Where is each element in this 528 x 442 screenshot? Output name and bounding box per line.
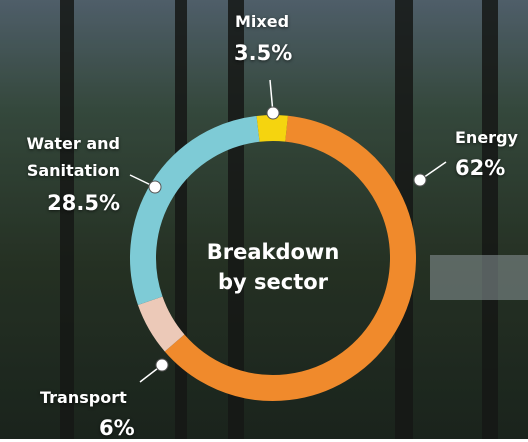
- category-label: Water and Sanitation: [26, 134, 120, 180]
- center-title: Breakdown by sector: [206, 240, 340, 294]
- palm-trunks: [60, 0, 498, 439]
- value-label: 3.5%: [234, 41, 293, 65]
- value-label: 28.5%: [47, 191, 120, 215]
- leader-dot: [413, 173, 427, 187]
- category-label: Mixed: [235, 12, 290, 31]
- leader-dot: [266, 106, 280, 120]
- donut-segment: [256, 115, 288, 142]
- category-label: Energy: [455, 128, 518, 147]
- category-label: Transport: [40, 388, 127, 407]
- donut-segment: [164, 115, 416, 401]
- leader-dot: [148, 180, 162, 194]
- donut-segment: [130, 115, 260, 306]
- value-label: 62%: [455, 156, 506, 180]
- value-label: 6%: [99, 416, 135, 440]
- house: [430, 255, 528, 300]
- leader-dot: [155, 358, 169, 372]
- donut-segment: [137, 296, 185, 352]
